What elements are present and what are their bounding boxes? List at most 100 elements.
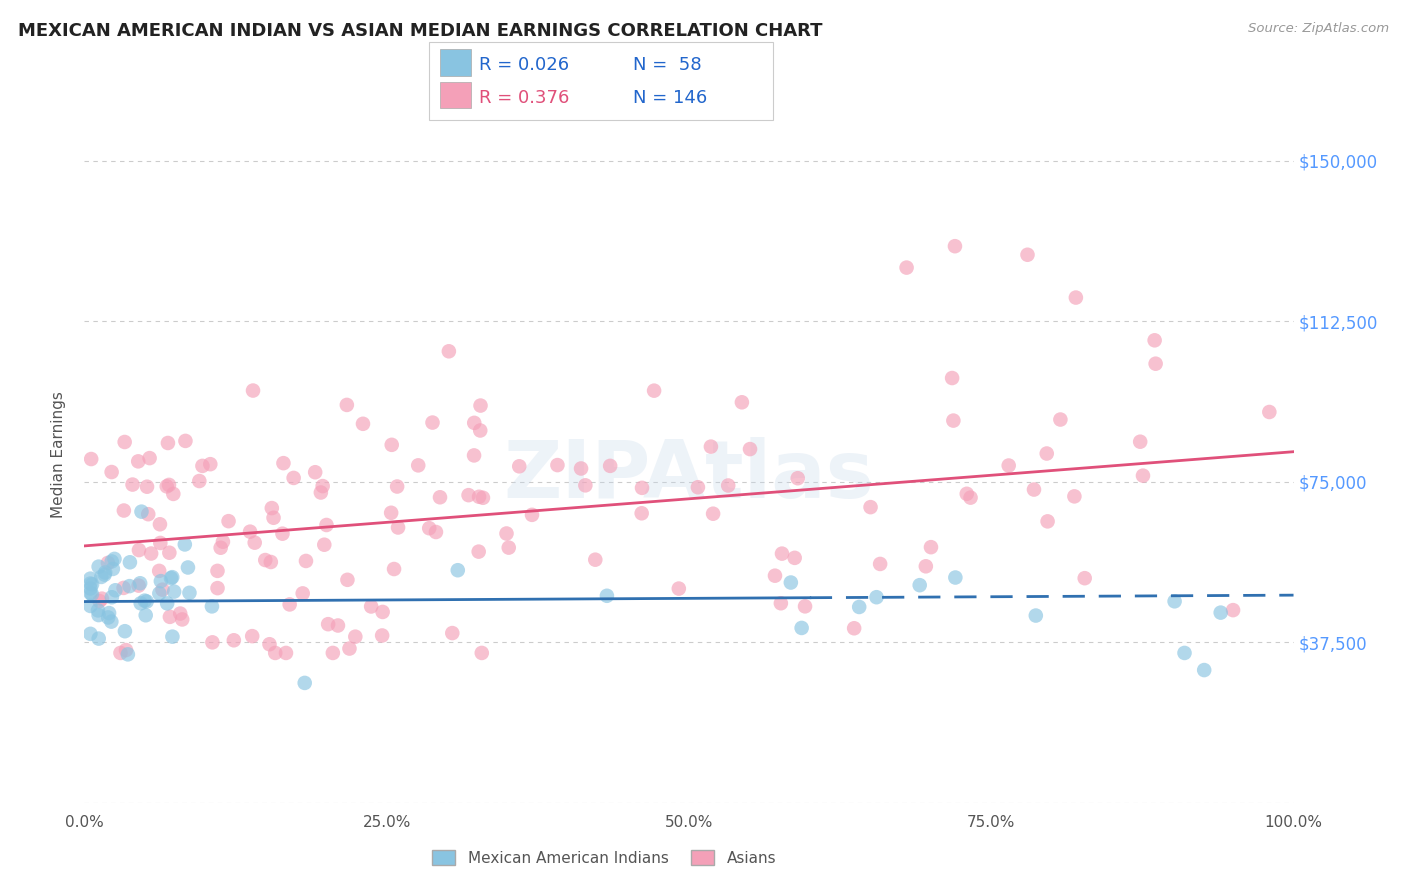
Point (596, 589, 619, 603)
Point (1025, 608, 1047, 623)
Point (316, 617, 339, 632)
Point (173, 537, 195, 551)
Point (326, 618, 349, 632)
Point (101, 562, 124, 576)
Point (360, 599, 382, 614)
Point (118, 579, 141, 593)
Legend: Mexican American Indians, Asians: Mexican American Indians, Asians (426, 844, 782, 871)
Point (468, 490, 491, 504)
Point (763, 568, 786, 582)
Point (844, 621, 866, 635)
Point (470, 424, 492, 438)
Point (254, 553, 277, 567)
Point (1132, 468, 1154, 483)
Point (80, 452, 103, 467)
Point (385, 479, 408, 493)
Point (179, 586, 201, 600)
Point (702, 507, 724, 521)
Point (942, 414, 965, 428)
Point (779, 575, 801, 590)
Point (429, 490, 451, 504)
Point (135, 608, 157, 623)
Point (260, 501, 283, 516)
Point (222, 633, 245, 648)
Point (149, 536, 172, 550)
Text: R = 0.376: R = 0.376 (479, 88, 569, 107)
Point (314, 538, 336, 552)
Point (1035, 446, 1057, 460)
Point (418, 521, 440, 535)
Point (129, 596, 152, 610)
Point (172, 612, 194, 626)
Point (159, 610, 181, 624)
Point (956, 487, 979, 501)
Point (90, 591, 112, 606)
Point (717, 478, 740, 492)
Point (79, 572, 101, 586)
Point (169, 607, 191, 621)
Point (263, 510, 285, 524)
Point (93, 567, 115, 582)
Point (387, 520, 409, 534)
Point (794, 599, 817, 614)
Point (425, 524, 447, 539)
Point (162, 487, 184, 501)
Point (128, 579, 150, 593)
Point (148, 586, 170, 600)
Point (574, 478, 596, 492)
Point (896, 260, 918, 275)
Point (291, 586, 314, 600)
Point (128, 543, 150, 558)
Point (869, 557, 891, 571)
Point (273, 456, 295, 470)
Point (352, 417, 374, 431)
Point (174, 434, 197, 448)
Point (295, 554, 318, 568)
Point (311, 479, 333, 493)
Point (467, 544, 489, 558)
Point (131, 505, 153, 519)
Point (668, 582, 690, 596)
Point (136, 480, 159, 494)
Point (457, 488, 479, 502)
Point (959, 491, 981, 505)
Point (406, 458, 429, 473)
Point (148, 564, 170, 578)
Point (569, 461, 592, 475)
Point (260, 555, 283, 569)
Point (437, 344, 460, 359)
Point (139, 547, 162, 561)
Point (100, 554, 122, 568)
Text: Source: ZipAtlas.com: Source: ZipAtlas.com (1249, 22, 1389, 36)
Point (997, 458, 1019, 473)
Point (278, 598, 301, 612)
Point (162, 630, 184, 644)
Point (336, 398, 359, 412)
Point (1144, 357, 1167, 371)
Point (149, 517, 172, 532)
Point (97, 610, 120, 624)
Point (97, 556, 120, 570)
Point (463, 416, 485, 430)
Point (686, 480, 709, 494)
Point (731, 395, 754, 409)
Point (1209, 606, 1232, 620)
Point (156, 436, 179, 450)
Point (80, 577, 103, 591)
Point (941, 371, 963, 385)
Point (212, 534, 235, 549)
Point (546, 458, 568, 472)
Point (188, 474, 211, 488)
Point (441, 626, 464, 640)
Point (100, 465, 122, 479)
Point (1143, 334, 1166, 348)
Point (207, 564, 229, 578)
Point (1258, 405, 1281, 419)
Point (242, 384, 264, 398)
Point (943, 239, 966, 253)
Point (381, 438, 404, 452)
Point (157, 546, 180, 560)
Point (118, 555, 141, 569)
Point (943, 570, 966, 584)
Point (243, 535, 266, 549)
